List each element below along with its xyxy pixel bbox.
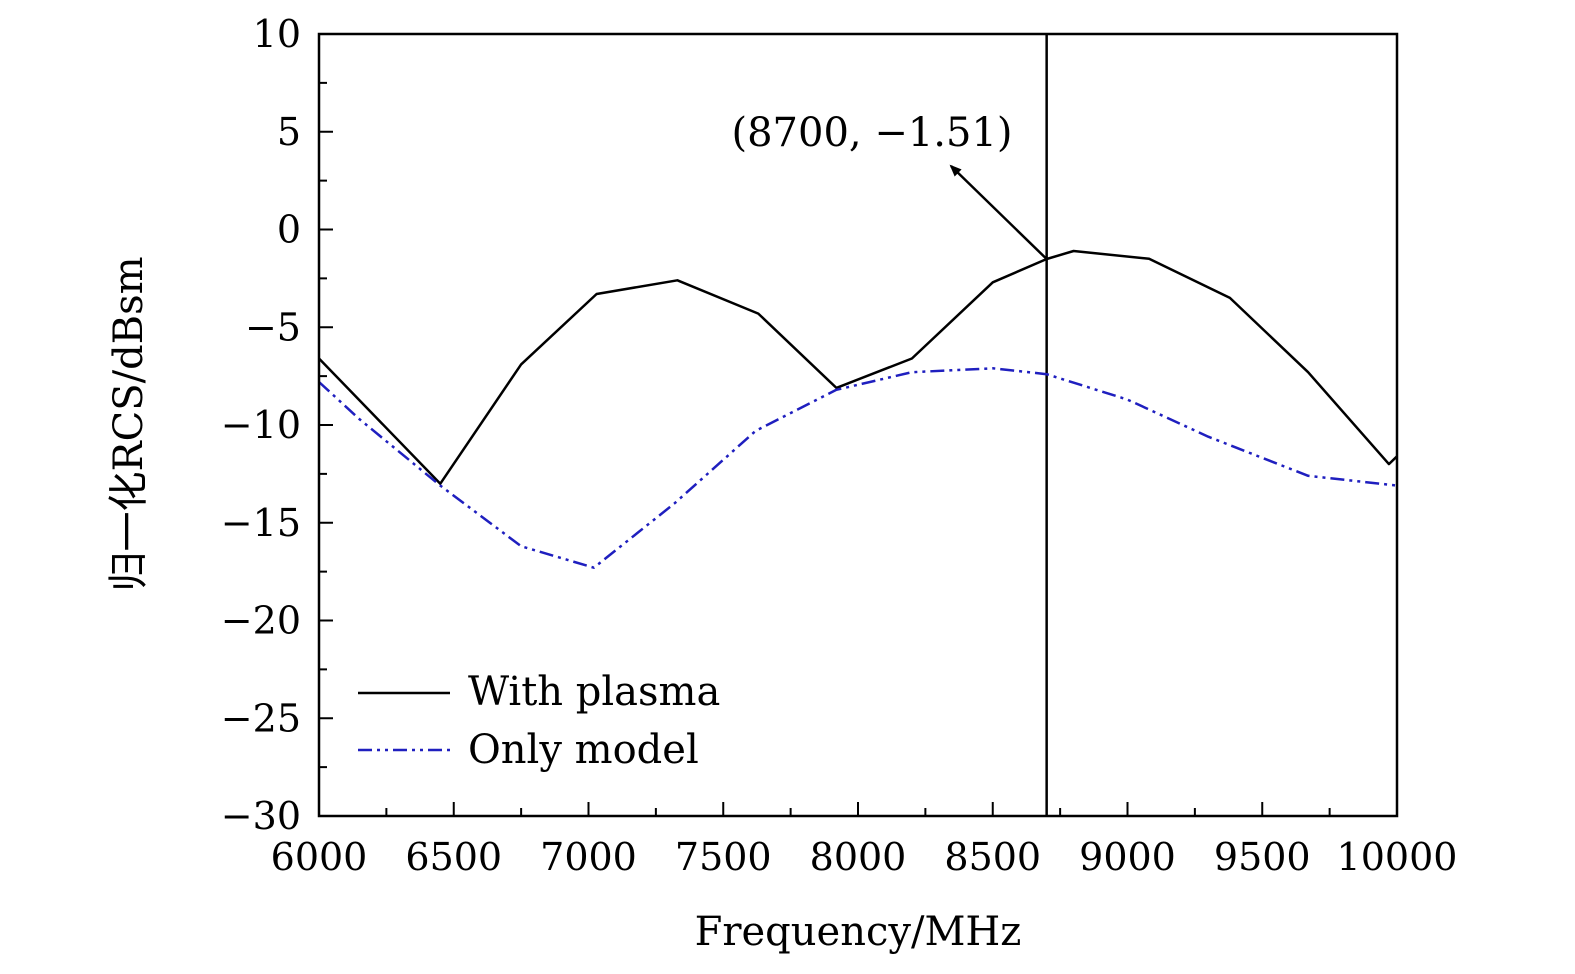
- y-tick-label: −15: [221, 501, 301, 545]
- annotation-label: (8700, −1.51): [731, 110, 1012, 156]
- x-tick-label: 6000: [271, 835, 368, 879]
- x-tick-label: 9000: [1079, 835, 1176, 879]
- x-tick-label: 7000: [540, 835, 637, 879]
- y-tick-label: 5: [277, 110, 301, 154]
- axis-ticks: [318, 33, 1398, 817]
- x-tick-label: 7500: [675, 835, 772, 879]
- legend-label-only-model: Only model: [468, 727, 699, 773]
- legend: With plasma Only model: [358, 669, 720, 773]
- series-line-only-model: [318, 367, 1398, 569]
- plot-frame: [317, 32, 1399, 818]
- x-tick-label: 8500: [944, 835, 1041, 879]
- y-tick-label: −10: [221, 403, 301, 447]
- y-tick-label: −5: [245, 305, 301, 349]
- y-tick-label: −20: [221, 599, 301, 643]
- annotation-arrow: [949, 164, 1048, 260]
- y-tick-label: −30: [221, 794, 301, 838]
- y-axis-title: 归一化RCS/dBsm: [106, 256, 152, 591]
- legend-label-with-plasma: With plasma: [468, 669, 720, 715]
- y-tick-label: −25: [221, 696, 301, 740]
- plot-area: [318, 34, 1398, 816]
- x-tick-label: 10000: [1337, 835, 1458, 879]
- x-tick-label: 9500: [1214, 835, 1311, 879]
- x-axis-title: Frequency/MHz: [695, 909, 1022, 955]
- x-tick-label: 6500: [405, 835, 502, 879]
- tick-labels: 6000 6500 7000 7500 8000 8500 9000 9500 10000 10 5…: [221, 12, 1458, 879]
- x-tick-label: 8000: [810, 835, 907, 879]
- series-line-with-plasma: [318, 249, 1398, 485]
- y-tick-label: 0: [277, 208, 301, 252]
- y-tick-label: 10: [253, 12, 301, 56]
